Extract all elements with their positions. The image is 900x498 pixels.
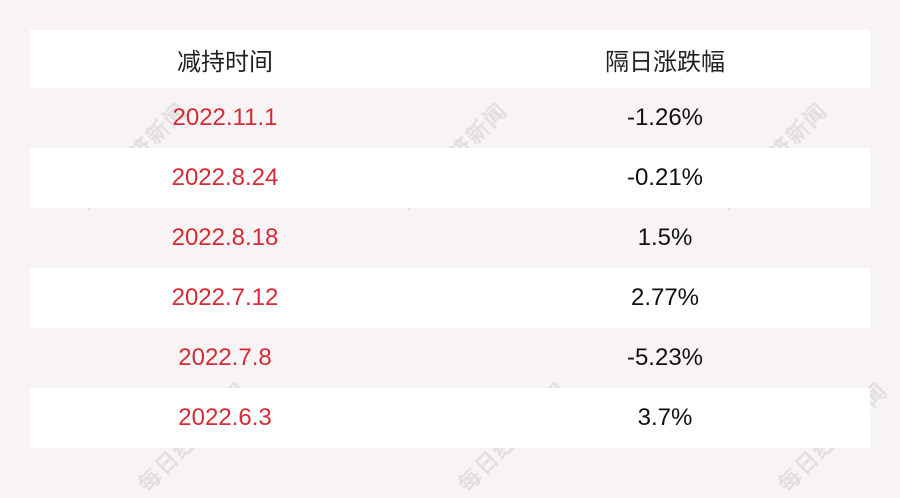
date-cell: 2022.7.12 <box>171 284 279 311</box>
change-cell: 2.77% <box>630 284 700 311</box>
table-header: 减持时间 隔日涨跌幅 <box>30 30 870 88</box>
date-cell: 2022.8.18 <box>171 224 279 251</box>
table-row: 2022.7.8 -5.23% <box>30 328 870 388</box>
change-cell: -0.21% <box>626 164 704 191</box>
header-change: 隔日涨跌幅 <box>605 48 725 76</box>
header-date: 减持时间 <box>177 48 273 76</box>
table-row: 2022.7.12 2.77% <box>30 268 870 328</box>
reduction-table: 减持时间 隔日涨跌幅 2022.11.1 -1.26% 2022.8.24 -0… <box>30 30 870 448</box>
date-cell: 2022.6.3 <box>178 404 272 431</box>
table-row: 2022.6.3 3.7% <box>30 388 870 448</box>
change-cell: -1.26% <box>626 104 704 131</box>
change-cell: 1.5% <box>637 224 693 251</box>
change-cell: -5.23% <box>626 344 704 371</box>
table-row: 2022.8.24 -0.21% <box>30 148 870 208</box>
date-cell: 2022.8.24 <box>171 164 279 191</box>
change-cell: 3.7% <box>637 404 693 431</box>
date-cell: 2022.7.8 <box>178 344 272 371</box>
table-row: 2022.11.1 -1.26% <box>30 88 870 148</box>
date-cell: 2022.11.1 <box>172 104 278 131</box>
table-row: 2022.8.18 1.5% <box>30 208 870 268</box>
